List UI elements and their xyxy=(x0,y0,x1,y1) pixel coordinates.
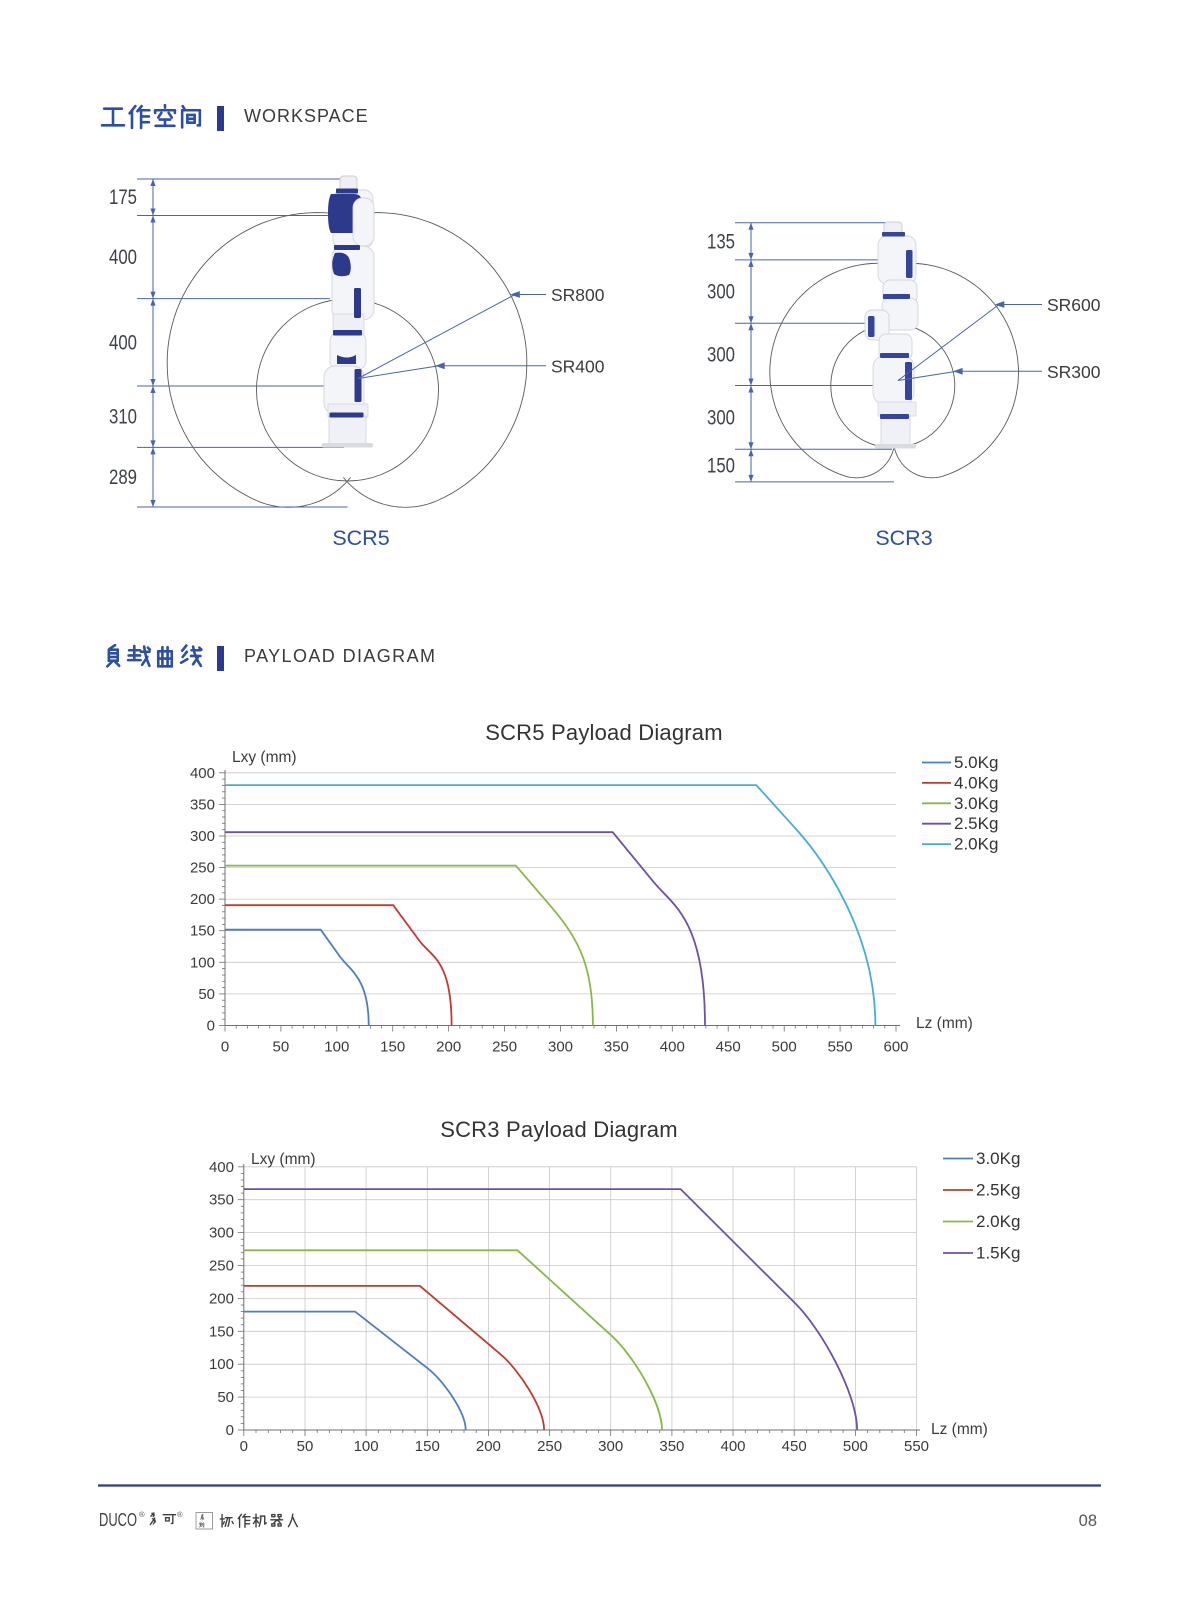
svg-text:150: 150 xyxy=(380,1039,405,1056)
svg-text:350: 350 xyxy=(604,1039,629,1056)
svg-text:2.5Kg: 2.5Kg xyxy=(954,814,998,833)
svg-text:250: 250 xyxy=(537,1438,562,1455)
svg-text:250: 250 xyxy=(492,1039,517,1056)
svg-text:5.0Kg: 5.0Kg xyxy=(954,753,998,772)
svg-text:300: 300 xyxy=(548,1039,573,1056)
svg-text:2.0Kg: 2.0Kg xyxy=(954,835,998,854)
svg-text:250: 250 xyxy=(190,860,215,877)
svg-text:400: 400 xyxy=(109,246,137,269)
svg-text:200: 200 xyxy=(209,1290,234,1307)
svg-text:400: 400 xyxy=(209,1159,234,1176)
svg-text:0: 0 xyxy=(226,1422,234,1439)
svg-text:SR400: SR400 xyxy=(551,357,605,377)
svg-text:400: 400 xyxy=(660,1039,685,1056)
svg-text:100: 100 xyxy=(354,1438,379,1455)
svg-text:Lxy (mm): Lxy (mm) xyxy=(232,749,297,766)
svg-text:310: 310 xyxy=(109,406,137,429)
svg-text:300: 300 xyxy=(707,406,735,429)
svg-text:0: 0 xyxy=(240,1438,248,1455)
svg-text:150: 150 xyxy=(707,455,735,478)
svg-text:SR300: SR300 xyxy=(1047,362,1101,382)
svg-text:300: 300 xyxy=(707,343,735,366)
svg-text:100: 100 xyxy=(324,1039,349,1056)
svg-text:150: 150 xyxy=(209,1323,234,1340)
svg-text:2.5Kg: 2.5Kg xyxy=(976,1181,1020,1200)
svg-text:Lz (mm): Lz (mm) xyxy=(931,1421,988,1438)
svg-text:600: 600 xyxy=(883,1039,908,1056)
svg-text:150: 150 xyxy=(415,1438,440,1455)
svg-text:SCR5: SCR5 xyxy=(332,526,389,550)
svg-text:350: 350 xyxy=(659,1438,684,1455)
svg-text:550: 550 xyxy=(828,1039,853,1056)
svg-text:1.5Kg: 1.5Kg xyxy=(976,1244,1020,1263)
svg-text:®: ® xyxy=(139,1510,145,1519)
svg-text:450: 450 xyxy=(716,1039,741,1056)
svg-text:550: 550 xyxy=(904,1438,929,1455)
svg-text:300: 300 xyxy=(209,1225,234,1242)
svg-text:150: 150 xyxy=(190,923,215,940)
svg-text:200: 200 xyxy=(436,1039,461,1056)
svg-text:135: 135 xyxy=(707,230,735,253)
svg-text:300: 300 xyxy=(707,281,735,304)
svg-text:400: 400 xyxy=(109,331,137,354)
svg-text:SR800: SR800 xyxy=(551,285,605,305)
svg-text:350: 350 xyxy=(190,796,215,813)
svg-text:100: 100 xyxy=(190,954,215,971)
svg-text:DUCO: DUCO xyxy=(99,1510,137,1530)
svg-text:289: 289 xyxy=(109,466,137,489)
svg-text:2.0Kg: 2.0Kg xyxy=(976,1212,1020,1231)
svg-text:0: 0 xyxy=(221,1039,229,1056)
svg-text:SCR5 Payload Diagram: SCR5 Payload Diagram xyxy=(485,720,723,745)
svg-text:SCR3 Payload Diagram: SCR3 Payload Diagram xyxy=(440,1117,678,1142)
svg-text:®: ® xyxy=(177,1510,183,1519)
svg-text:200: 200 xyxy=(476,1438,501,1455)
svg-text:50: 50 xyxy=(297,1438,314,1455)
svg-text:3.0Kg: 3.0Kg xyxy=(976,1149,1020,1168)
svg-text:300: 300 xyxy=(598,1438,623,1455)
svg-text:300: 300 xyxy=(190,828,215,845)
svg-text:Lz (mm): Lz (mm) xyxy=(916,1015,973,1032)
svg-text:100: 100 xyxy=(209,1356,234,1373)
svg-text:400: 400 xyxy=(190,765,215,782)
svg-text:500: 500 xyxy=(843,1438,868,1455)
svg-text:SR600: SR600 xyxy=(1047,295,1101,315)
svg-text:400: 400 xyxy=(720,1438,745,1455)
svg-text:50: 50 xyxy=(198,986,215,1003)
svg-text:175: 175 xyxy=(109,186,137,209)
svg-text:450: 450 xyxy=(782,1438,807,1455)
svg-text:350: 350 xyxy=(209,1192,234,1209)
svg-text:3.0Kg: 3.0Kg xyxy=(954,794,998,813)
svg-text:4.0Kg: 4.0Kg xyxy=(954,773,998,792)
svg-text:50: 50 xyxy=(217,1389,234,1406)
svg-text:250: 250 xyxy=(209,1258,234,1275)
svg-text:500: 500 xyxy=(772,1039,797,1056)
svg-text:SCR3: SCR3 xyxy=(875,526,932,550)
svg-text:50: 50 xyxy=(273,1039,290,1056)
svg-text:0: 0 xyxy=(207,1018,215,1035)
svg-text:Lxy (mm): Lxy (mm) xyxy=(251,1151,316,1168)
svg-text:08: 08 xyxy=(1079,1512,1097,1530)
svg-text:200: 200 xyxy=(190,891,215,908)
